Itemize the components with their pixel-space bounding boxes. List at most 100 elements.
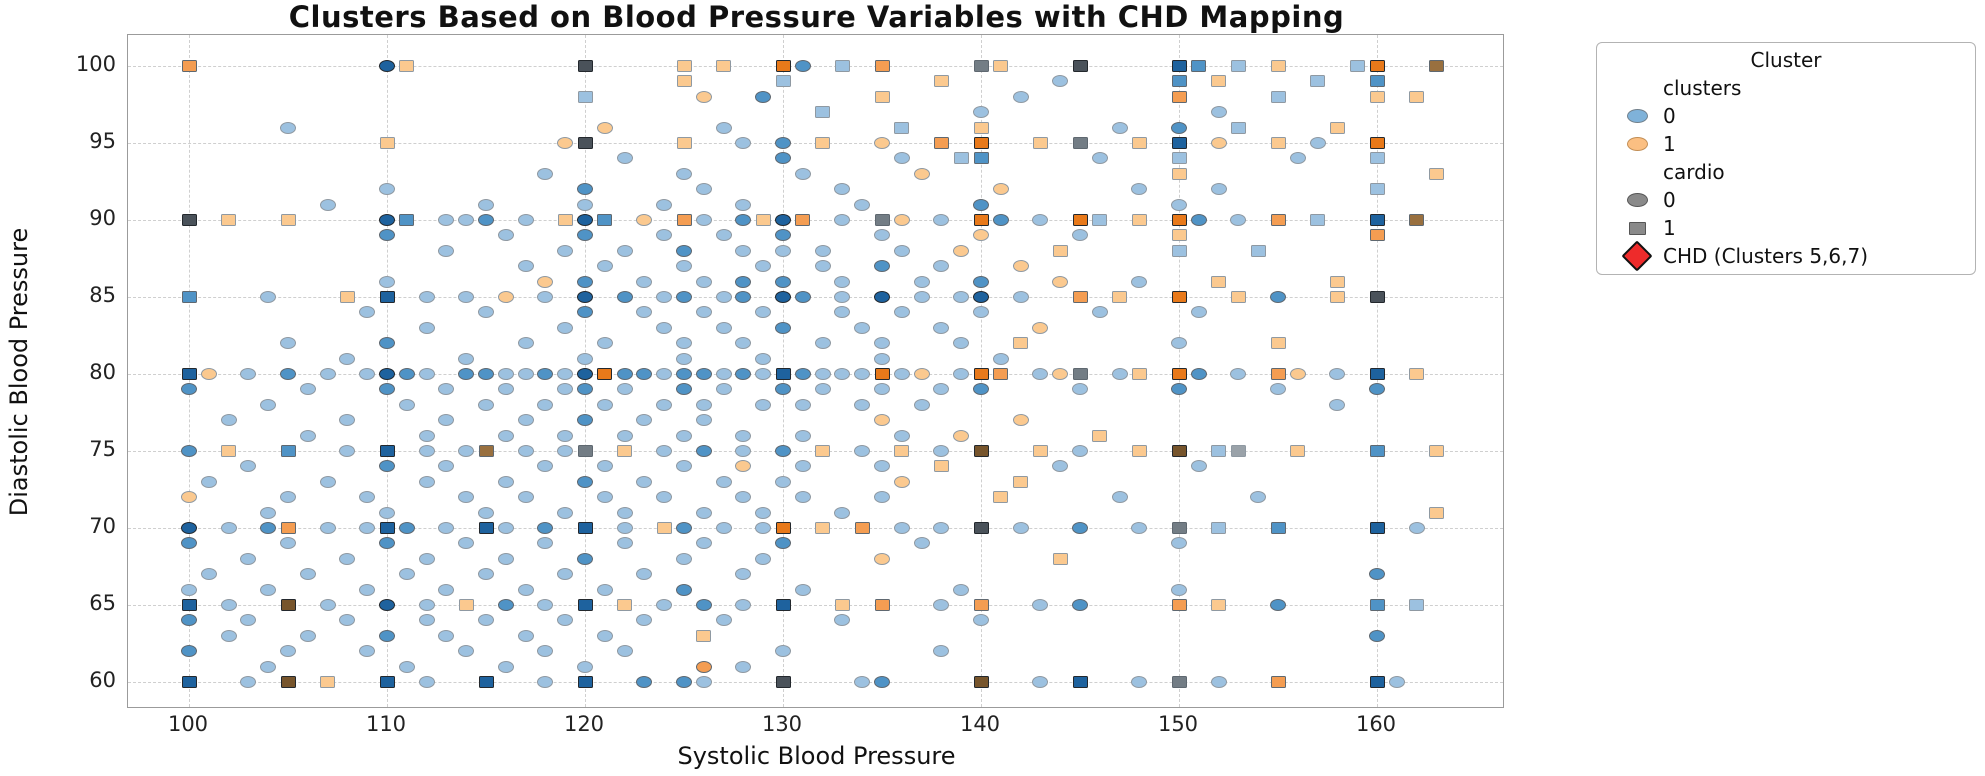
scatter-point (933, 214, 950, 226)
scatter-point (260, 506, 277, 519)
scatter-point (379, 599, 395, 611)
scatter-point (359, 522, 376, 534)
scatter-point (1171, 75, 1187, 88)
scatter-point (319, 368, 336, 380)
scatter-point (1072, 445, 1088, 457)
scatter-point (557, 445, 574, 457)
legend-label: CHD (Clusters 5,6,7) (1663, 244, 1869, 268)
scatter-point (1211, 599, 1227, 611)
scatter-point (874, 460, 890, 473)
scatter-point (1409, 599, 1425, 611)
scatter-point (1171, 60, 1187, 72)
scatter-point (636, 306, 653, 319)
scatter-point (1131, 214, 1147, 226)
scatter-point (775, 522, 791, 534)
scatter-point (913, 167, 930, 180)
scatter-point (814, 337, 831, 350)
scatter-point (973, 445, 989, 457)
scatter-point (260, 660, 277, 673)
scatter-point (537, 167, 554, 180)
scatter-point (775, 321, 791, 334)
scatter-point (695, 537, 712, 550)
scatter-point (755, 90, 772, 103)
scatter-point (260, 291, 277, 303)
scatter-point (181, 60, 197, 72)
scatter-point (834, 60, 850, 72)
scatter-point (1092, 214, 1108, 226)
scatter-point (1270, 383, 1286, 396)
scatter-point (874, 491, 890, 504)
scatter-point (339, 414, 356, 427)
scatter-point (1111, 121, 1128, 134)
scatter-point (280, 368, 296, 380)
scatter-point (913, 291, 930, 303)
y-tick-label: 65 (89, 591, 116, 615)
scatter-point (1388, 676, 1405, 688)
scatter-point (695, 368, 712, 380)
scatter-point (577, 60, 593, 72)
scatter-point (1052, 244, 1068, 257)
scatter-point (676, 552, 692, 565)
scatter-point (478, 306, 494, 319)
scatter-point (1428, 167, 1444, 180)
scatter-point (1171, 214, 1187, 226)
scatter-point (794, 460, 811, 473)
scatter-point (676, 368, 692, 380)
scatter-point (181, 645, 197, 658)
scatter-point (596, 629, 613, 642)
scatter-point (1409, 368, 1425, 380)
scatter-point (1211, 275, 1227, 288)
scatter-point (1428, 445, 1444, 457)
legend-rows: clusters 0 1 cardio 0 1 CHD (Clusters 5,6,7) (1597, 74, 1975, 272)
scatter-point (1171, 198, 1187, 211)
scatter-point (1032, 321, 1049, 334)
scatter-point (537, 368, 554, 380)
scatter-point (577, 90, 593, 103)
scatter-point (973, 614, 989, 627)
scatter-point (815, 522, 831, 534)
scatter-point (893, 244, 910, 257)
scatter-point (418, 599, 435, 611)
scatter-point (418, 676, 435, 688)
legend-label: 1 (1663, 132, 1676, 156)
scatter-point (775, 475, 791, 488)
gridline-horizontal (128, 682, 1503, 683)
legend-section-header: cardio (1597, 158, 1975, 186)
scatter-point (893, 306, 910, 319)
scatter-point (240, 614, 257, 627)
scatter-point (497, 291, 514, 303)
scatter-point (1171, 537, 1187, 550)
scatter-point (715, 522, 732, 534)
scatter-point (1369, 445, 1385, 457)
scatter-point (418, 614, 435, 627)
scatter-point (1270, 214, 1286, 226)
scatter-point (755, 306, 772, 319)
scatter-point (478, 568, 494, 581)
scatter-point (359, 368, 376, 380)
scatter-point (834, 291, 851, 303)
scatter-point (577, 229, 593, 242)
scatter-point (953, 429, 970, 442)
scatter-point (874, 60, 890, 72)
scatter-point (577, 137, 593, 149)
scatter-point (1250, 491, 1267, 504)
scatter-point (973, 198, 989, 211)
scatter-point (676, 460, 692, 473)
y-axis-label: Diastolic Blood Pressure (5, 227, 33, 517)
scatter-point (1270, 291, 1286, 303)
scatter-point (676, 260, 692, 273)
scatter-point (280, 121, 296, 134)
scatter-point (1032, 214, 1049, 226)
scatter-point (695, 398, 712, 411)
scatter-point (676, 75, 692, 88)
scatter-point (1190, 214, 1207, 226)
scatter-point (933, 75, 949, 88)
scatter-point (557, 368, 574, 380)
scatter-point (220, 599, 237, 611)
x-tick-label: 110 (365, 712, 407, 736)
scatter-point (913, 398, 930, 411)
scatter-point (478, 368, 494, 380)
scatter-point (1052, 368, 1069, 380)
scatter-point (1310, 214, 1326, 226)
scatter-point (676, 676, 692, 688)
